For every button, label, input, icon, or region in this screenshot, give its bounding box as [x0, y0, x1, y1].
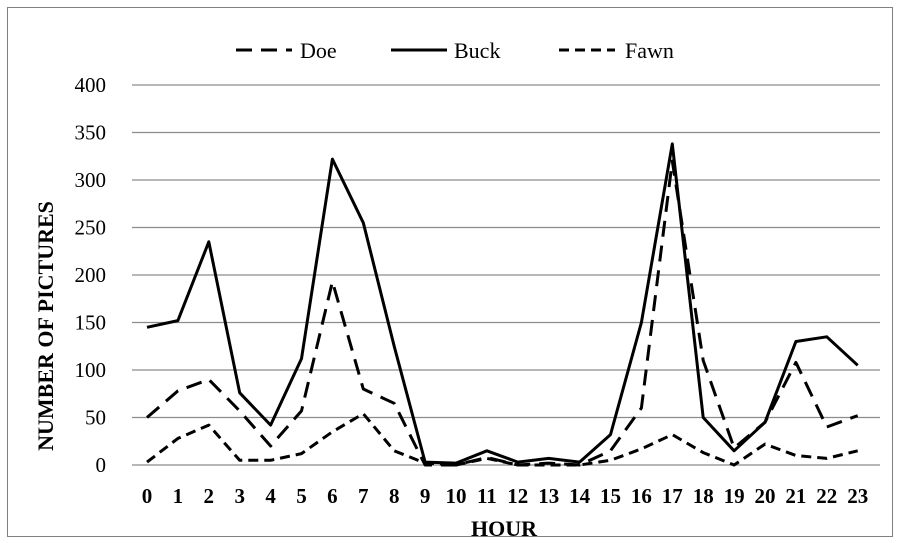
x-tick-label: 13 [538, 484, 559, 508]
gridlines [132, 84, 880, 466]
x-tick-label: 22 [816, 484, 837, 508]
x-tick-label: 23 [847, 484, 868, 508]
chart-frame: 0 50 100 150 200 250 300 350 400 0 1 2 3 4 5 6 7 8 9 10 11 1… [7, 7, 893, 538]
y-tick-label: 100 [75, 358, 107, 382]
y-tick-label: 50 [85, 406, 106, 430]
y-tick-label: 400 [75, 73, 107, 97]
x-tick-label: 15 [600, 484, 621, 508]
y-tick-label: 250 [75, 216, 107, 240]
series-line-buck [146, 142, 859, 465]
y-tick-label: 300 [75, 168, 107, 192]
x-tick-labels: 0 1 2 3 4 5 6 7 8 9 10 11 12 13 14 15 16 17 18 19 20 21 22 23 [142, 484, 868, 508]
x-tick-label: 11 [477, 484, 497, 508]
x-tick-label: 4 [265, 484, 276, 508]
x-tick-label: 20 [755, 484, 776, 508]
y-tick-label: 200 [75, 263, 107, 287]
x-tick-label: 19 [724, 484, 745, 508]
x-tick-label: 14 [569, 484, 591, 508]
x-tick-label: 1 [173, 484, 184, 508]
x-tick-label: 0 [142, 484, 153, 508]
x-tick-label: 9 [420, 484, 431, 508]
x-tick-label: 3 [234, 484, 245, 508]
legend: Doe Buck Fawn [236, 38, 674, 63]
x-tick-label: 5 [296, 484, 307, 508]
x-tick-label: 21 [785, 484, 806, 508]
x-axis-title: HOUR [471, 516, 538, 538]
x-tick-label: 8 [389, 484, 400, 508]
legend-label-buck: Buck [454, 38, 500, 63]
legend-label-doe: Doe [300, 38, 337, 63]
series-lines [146, 142, 859, 467]
x-tick-label: 6 [327, 484, 338, 508]
x-tick-label: 2 [204, 484, 215, 508]
x-tick-label: 7 [358, 484, 369, 508]
x-tick-label: 10 [446, 484, 467, 508]
y-tick-labels: 0 50 100 150 200 250 300 350 400 [75, 73, 107, 477]
legend-label-fawn: Fawn [625, 38, 674, 63]
x-tick-label: 18 [693, 484, 714, 508]
x-tick-label: 12 [507, 484, 528, 508]
y-tick-label: 0 [96, 453, 107, 477]
series-line-doe [146, 159, 859, 467]
series-line-fawn [146, 412, 859, 467]
x-tick-label: 16 [631, 484, 652, 508]
y-tick-label: 150 [75, 311, 107, 335]
x-tick-label: 17 [662, 484, 683, 508]
y-tick-label: 350 [75, 121, 107, 145]
y-axis-title: NUMBER OF PICTURES [33, 201, 58, 451]
